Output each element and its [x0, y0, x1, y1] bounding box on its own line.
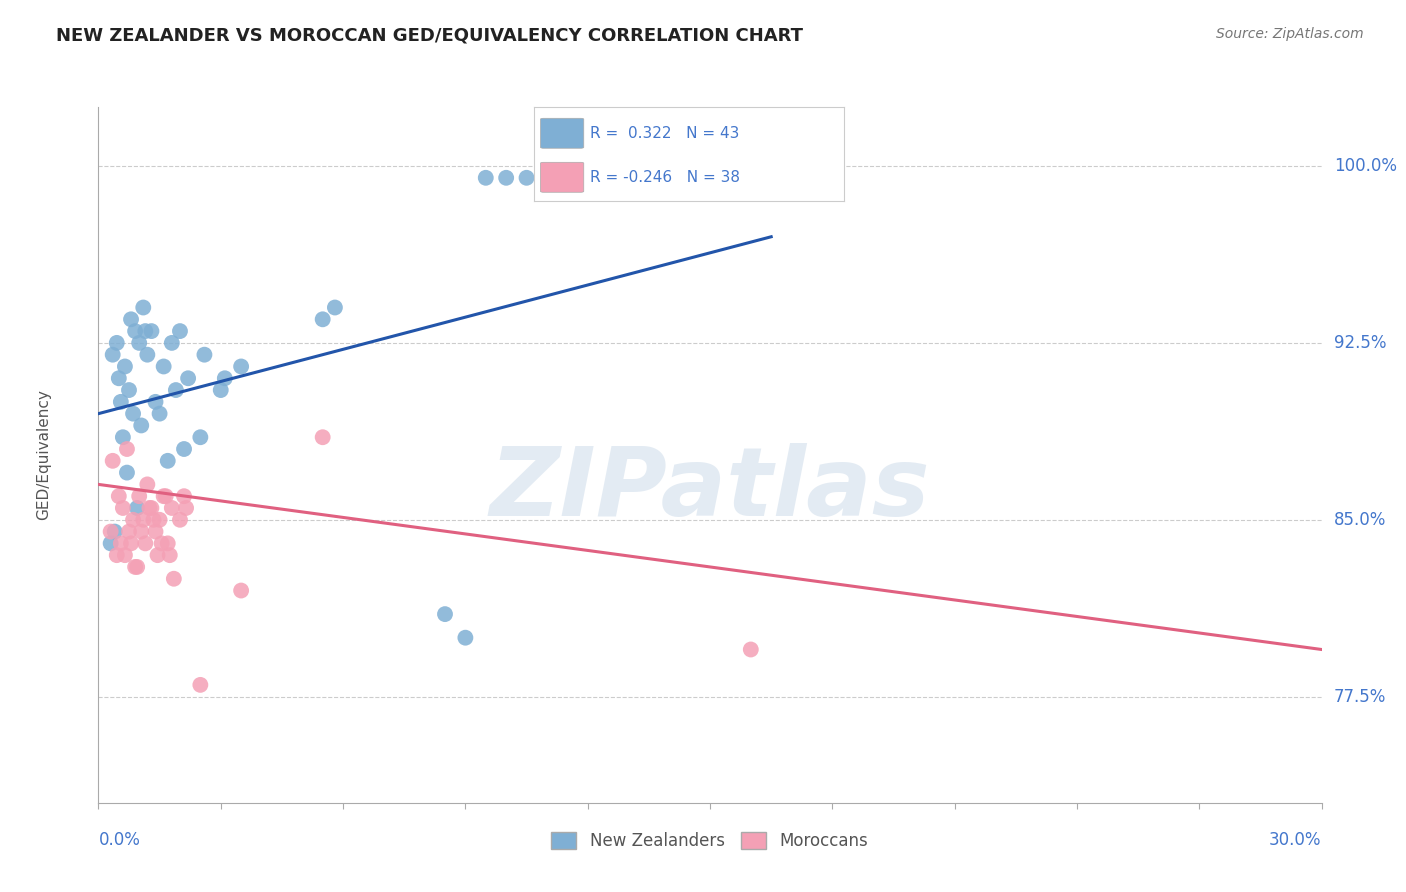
Point	[141, 500, 163, 515]
Point	[127, 560, 149, 574]
Point	[323, 301, 346, 315]
Point	[128, 335, 150, 350]
Point	[231, 359, 253, 374]
Point	[111, 500, 134, 515]
Text: GED/Equivalency: GED/Equivalency	[37, 390, 51, 520]
Point	[100, 524, 122, 539]
Point	[100, 536, 122, 550]
Point	[128, 489, 150, 503]
Point	[132, 301, 155, 315]
Point	[174, 500, 197, 515]
Point	[150, 536, 173, 550]
Point	[163, 572, 186, 586]
Point	[138, 500, 160, 515]
Point	[101, 348, 124, 362]
Point	[134, 536, 156, 550]
Text: R = -0.246   N = 38: R = -0.246 N = 38	[591, 169, 740, 185]
Point	[115, 466, 138, 480]
Point	[312, 430, 335, 444]
Point	[105, 548, 128, 562]
Point	[214, 371, 236, 385]
Point	[127, 500, 149, 515]
Point	[132, 513, 155, 527]
Point	[169, 324, 191, 338]
Point	[105, 335, 128, 350]
Point	[160, 335, 183, 350]
Point	[149, 407, 172, 421]
Point	[536, 170, 558, 185]
Point	[474, 170, 498, 185]
Point	[209, 383, 232, 397]
Point	[159, 548, 181, 562]
Point	[495, 170, 517, 185]
Point	[193, 348, 215, 362]
Text: 100.0%: 100.0%	[1334, 157, 1398, 175]
Point	[129, 418, 152, 433]
Point	[141, 324, 163, 338]
Point	[145, 524, 167, 539]
Point	[134, 324, 156, 338]
Point	[433, 607, 456, 621]
Point	[152, 359, 174, 374]
Point	[136, 348, 159, 362]
Point	[115, 442, 138, 456]
Point	[114, 548, 136, 562]
Point	[149, 513, 172, 527]
FancyBboxPatch shape	[540, 119, 583, 148]
Point	[104, 524, 127, 539]
Text: 0.0%: 0.0%	[98, 830, 141, 848]
Point	[146, 548, 169, 562]
Point	[231, 583, 253, 598]
Point	[156, 536, 179, 550]
Text: R =  0.322   N = 43: R = 0.322 N = 43	[591, 126, 740, 141]
Point	[122, 513, 145, 527]
Point	[136, 477, 159, 491]
Point	[101, 454, 124, 468]
Point	[108, 489, 131, 503]
Point	[152, 489, 174, 503]
Point	[114, 359, 136, 374]
Point	[122, 407, 145, 421]
Point	[454, 631, 477, 645]
Point	[129, 524, 152, 539]
Text: 85.0%: 85.0%	[1334, 511, 1386, 529]
Point	[188, 430, 212, 444]
Point	[169, 513, 191, 527]
Point	[555, 170, 579, 185]
Point	[740, 642, 762, 657]
Point	[120, 536, 142, 550]
Point	[173, 489, 195, 503]
Text: Source: ZipAtlas.com: Source: ZipAtlas.com	[1216, 27, 1364, 41]
Point	[118, 383, 141, 397]
Point	[312, 312, 335, 326]
Point	[165, 383, 187, 397]
Legend: New Zealanders, Moroccans: New Zealanders, Moroccans	[544, 826, 876, 857]
Point	[111, 430, 134, 444]
Text: 77.5%: 77.5%	[1334, 688, 1386, 706]
Point	[177, 371, 200, 385]
Text: 30.0%: 30.0%	[1270, 830, 1322, 848]
FancyBboxPatch shape	[540, 162, 583, 193]
Point	[124, 324, 146, 338]
Point	[516, 170, 538, 185]
Point	[110, 536, 132, 550]
Point	[145, 395, 167, 409]
Point	[188, 678, 212, 692]
Point	[156, 454, 179, 468]
Point	[110, 395, 132, 409]
Text: 92.5%: 92.5%	[1334, 334, 1386, 351]
Point	[142, 513, 165, 527]
Point	[118, 524, 141, 539]
Text: NEW ZEALANDER VS MOROCCAN GED/EQUIVALENCY CORRELATION CHART: NEW ZEALANDER VS MOROCCAN GED/EQUIVALENC…	[56, 27, 803, 45]
Point	[160, 500, 183, 515]
Point	[155, 489, 177, 503]
Text: ZIPatlas: ZIPatlas	[489, 443, 931, 536]
Point	[108, 371, 131, 385]
Point	[173, 442, 195, 456]
Point	[124, 560, 146, 574]
Point	[120, 312, 142, 326]
